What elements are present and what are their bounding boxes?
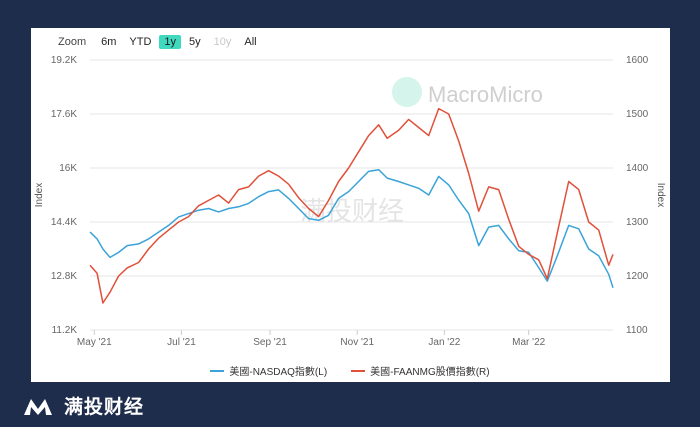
zoom-6m-button[interactable]: 6m — [101, 36, 117, 48]
legend-label-nasdaq: 美國-NASDAQ指數(L) — [229, 367, 328, 378]
legend-item-faanmg[interactable]: 美國-FAANMG股價指數(R) — [351, 363, 490, 378]
macromicro-logo-icon — [392, 77, 422, 107]
y-right-axis-title: Index — [655, 183, 666, 207]
x-tick-label: Sep '21 — [253, 337, 287, 348]
zoom-bar: Zoom 6m YTD 1y 5y 10y All — [58, 33, 265, 51]
cn-watermark: 满投财经 — [300, 197, 404, 227]
legend-label-faanmg: 美國-FAANMG股價指數(R) — [370, 367, 490, 378]
y-left-tick-label: 17.6K — [51, 109, 77, 120]
zoom-5y-button[interactable]: 5y — [189, 36, 201, 48]
y-left-axis-title: Index — [34, 183, 45, 207]
y-left-tick-label: 14.4K — [51, 217, 77, 228]
x-tick-label: Mar '22 — [512, 337, 545, 348]
brand-mark-icon — [24, 398, 52, 415]
x-tick-label: May '21 — [77, 337, 112, 348]
y-right-tick-label: 1200 — [626, 271, 649, 282]
zoom-label: Zoom — [58, 36, 87, 48]
y-right-tick-label: 1400 — [626, 163, 649, 174]
macromicro-watermark: MacroMicro — [428, 82, 543, 107]
y-left-tick-label: 11.2K — [52, 325, 78, 336]
zoom-10y-button[interactable]: 10y — [213, 36, 232, 48]
y-right-tick-label: 1500 — [626, 109, 649, 120]
zoom-ytd-button[interactable]: YTD — [129, 36, 152, 48]
zoom-all-button[interactable]: All — [244, 36, 257, 48]
series-line-faanmg — [89, 107, 614, 304]
x-tick-label: Nov '21 — [340, 337, 374, 348]
x-tick-label: Jan '22 — [428, 337, 460, 348]
zoom-1y-button[interactable]: 1y — [159, 35, 182, 49]
y-right-tick-label: 1100 — [626, 325, 648, 336]
legend-item-nasdaq[interactable]: 美國-NASDAQ指數(L) — [210, 363, 327, 378]
y-right-tick-label: 1600 — [626, 55, 649, 66]
y-left-tick-label: 19.2K — [51, 55, 77, 66]
brand-logo: 满投财经 — [22, 392, 144, 419]
x-tick-label: Jul '21 — [167, 337, 196, 348]
brand-name: 满投财经 — [64, 397, 145, 418]
chart-legend: 美國-NASDAQ指數(L) 美國-FAANMG股價指數(R) — [0, 363, 700, 378]
y-right-tick-label: 1300 — [626, 217, 649, 228]
series-line-nasdaq — [89, 168, 614, 289]
y-left-tick-label: 12.8K — [51, 271, 77, 282]
y-left-tick-label: 16K — [59, 163, 77, 174]
legend-swatch-nasdaq — [210, 369, 225, 372]
legend-swatch-faanmg — [351, 369, 366, 372]
